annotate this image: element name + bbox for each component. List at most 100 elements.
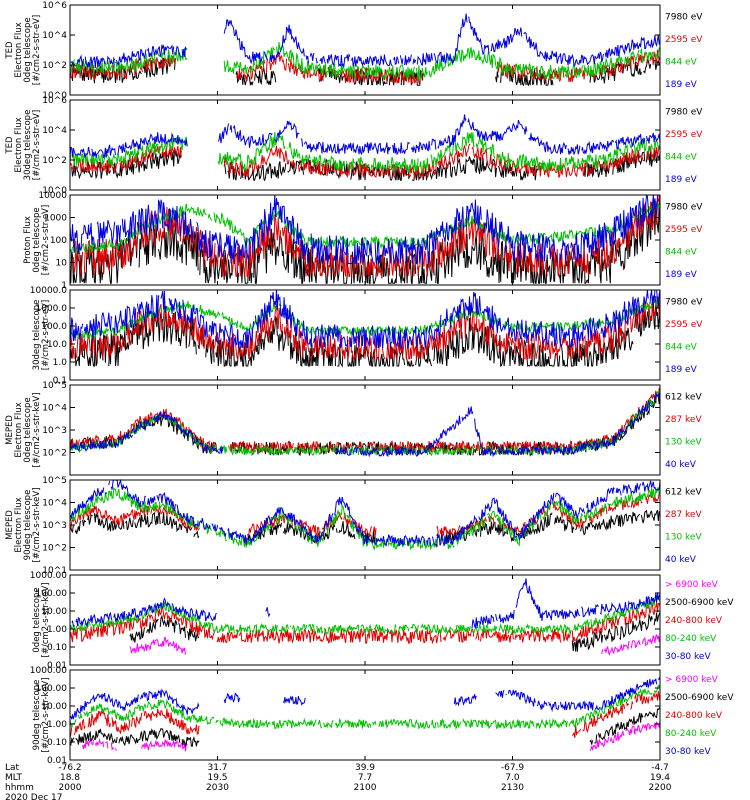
y-tick-label: 10000 — [38, 191, 67, 201]
y-axis-label: Proton Flux — [23, 216, 33, 264]
series-trace-7-2 — [129, 611, 661, 652]
series-trace-3-4 — [69, 194, 660, 266]
series-trace-2-4 — [69, 114, 661, 159]
series-trace-1-2 — [69, 49, 661, 85]
panel-frame — [69, 4, 661, 96]
series-trace-5-4 — [69, 390, 661, 458]
y-tick-label: 10 — [56, 259, 68, 269]
y-axis-label: [#/cm2-s-str-keV] — [41, 583, 51, 658]
x-tick-mlt: 19.4 — [650, 773, 670, 783]
x-tick-lat: 31.7 — [207, 763, 227, 773]
series-trace-4-4 — [69, 289, 661, 349]
legend-label: 844 eV — [665, 247, 698, 257]
y-tick-label: 100 — [50, 236, 67, 246]
legend-label: 2595 eV — [665, 130, 703, 140]
series-trace-8-1 — [82, 719, 661, 752]
x-row-label: hhmm — [5, 783, 34, 793]
y-tick-label: 1000 — [44, 214, 67, 224]
x-tick-lat: 39.9 — [355, 763, 375, 773]
y-tick-label: 100.00 — [36, 684, 68, 694]
y-tick-label: 10.00 — [41, 702, 67, 712]
x-tick-hhmm: 2000 — [59, 783, 82, 793]
y-axis-label: Electron Flux — [14, 402, 24, 457]
y-axis-label: Electron Flux — [14, 497, 24, 552]
y-tick-label: 0.10 — [47, 738, 67, 748]
x-tick-lat: -67.9 — [501, 763, 525, 773]
x-tick-mlt: 19.5 — [207, 773, 227, 783]
series-trace-8-2 — [69, 706, 661, 747]
series-trace-8-3 — [69, 691, 661, 739]
y-axis-label: MEPED — [5, 510, 15, 540]
y-axis-label: 0deg telescope — [23, 17, 33, 82]
legend-label: 287 keV — [665, 415, 702, 425]
legend-label: 7980 eV — [665, 12, 703, 22]
y-tick-label: 1000.0 — [36, 304, 68, 314]
panel-frame — [69, 384, 661, 476]
legend-label: > 6900 keV — [665, 675, 719, 685]
date-label: 2020 Dec 17 — [5, 793, 63, 800]
y-tick-label: 100.00 — [36, 589, 68, 599]
y-axis-label: 0deg telescope — [32, 207, 42, 272]
y-axis-label: 0deg telescope — [23, 397, 33, 462]
y-tick-label: 10^2 — [42, 449, 67, 459]
x-row-label: Lat — [5, 763, 20, 773]
x-tick-hhmm: 2200 — [649, 783, 672, 793]
y-tick-label: 1.0 — [53, 358, 68, 368]
y-tick-label: 1000.00 — [30, 571, 67, 581]
y-tick-label: 10^4 — [42, 404, 67, 414]
x-tick-mlt: 18.8 — [60, 773, 80, 783]
y-axis-label: 0deg telescope — [32, 587, 42, 652]
y-tick-label: 10^3 — [42, 521, 67, 531]
panel-2: 10^0 10^2 10^4 10^6 TED Electron Flux 30deg te… — [5, 96, 703, 196]
panel-3: 1 10 100 1000 10000 Proton Flux 0deg telescope… — [23, 191, 703, 291]
legend-label: 189 eV — [665, 80, 698, 90]
panel-frame — [69, 574, 661, 666]
y-tick-label: 1.00 — [47, 625, 67, 635]
x-tick-hhmm: 2130 — [501, 783, 524, 793]
y-tick-label: 10^4 — [42, 499, 67, 509]
legend-label: 40 keV — [665, 555, 697, 565]
panel-8: 0.01 0.10 1.00 10.00 100.00 1000.00 90deg tele… — [30, 666, 735, 766]
x-tick-mlt: 7.0 — [505, 773, 520, 783]
y-axis-label: TED — [5, 136, 15, 155]
x-tick-hhmm: 2030 — [206, 783, 229, 793]
y-axis-label: [#/cm2-s-str-keV] — [32, 488, 42, 563]
legend-label: 2595 eV — [665, 225, 703, 235]
legend-label: 2595 eV — [665, 320, 703, 330]
y-axis-label: [#/cm2-s-str-keV] — [32, 393, 42, 468]
legend-label: 30-80 keV — [665, 747, 711, 757]
y-axis-label: [#/cm2-s-str-keV] — [41, 678, 51, 753]
legend-label: 844 eV — [665, 152, 698, 162]
legend-label: 80-240 keV — [665, 634, 717, 644]
legend-label: 30-80 keV — [665, 652, 711, 662]
legend-label: 189 eV — [665, 365, 698, 375]
legend-label: 7980 eV — [665, 297, 703, 307]
y-axis-label: MEPED — [5, 415, 15, 445]
y-tick-label: 10.0 — [47, 340, 67, 350]
legend-label: 612 keV — [665, 392, 702, 402]
y-tick-label: 0.01 — [47, 756, 67, 766]
y-axis-label: [#/cm2-s-str-eV] — [41, 300, 51, 370]
legend-label: 844 eV — [665, 57, 698, 67]
panel-4: 0.1 1.0 10.0 100.0 1000.0 10000.0 30deg telesc… — [30, 286, 704, 386]
y-axis-label: Electron Flux — [14, 117, 24, 172]
series-trace-6-3 — [69, 486, 661, 551]
legend-label: 287 keV — [665, 510, 702, 520]
x-tick-lat: -4.7 — [651, 763, 669, 773]
legend-label: 240-800 keV — [665, 711, 723, 721]
y-tick-label: 0.01 — [47, 661, 67, 671]
panel-7: 0.01 0.10 1.00 10.00 100.00 1000.00 0deg teles… — [30, 571, 735, 671]
y-axis-label: Electron Flux — [14, 22, 24, 77]
y-tick-label: 10^6 — [42, 96, 67, 106]
y-axis-label: [#/cm2-s-str-eV] — [32, 110, 42, 180]
y-axis-label: [#/cm2-s-str-eV] — [32, 15, 42, 85]
y-tick-label: 10^2 — [42, 544, 67, 554]
y-axis-label: 90deg telescope — [32, 680, 42, 751]
y-tick-label: 10^1 — [42, 566, 67, 576]
y-tick-label: 10^5 — [42, 476, 67, 486]
y-tick-label: 10^0 — [42, 186, 67, 196]
y-tick-label: 10^0 — [42, 91, 67, 101]
x-tick-mlt: 7.7 — [358, 773, 372, 783]
y-tick-label: 0.1 — [53, 376, 67, 386]
